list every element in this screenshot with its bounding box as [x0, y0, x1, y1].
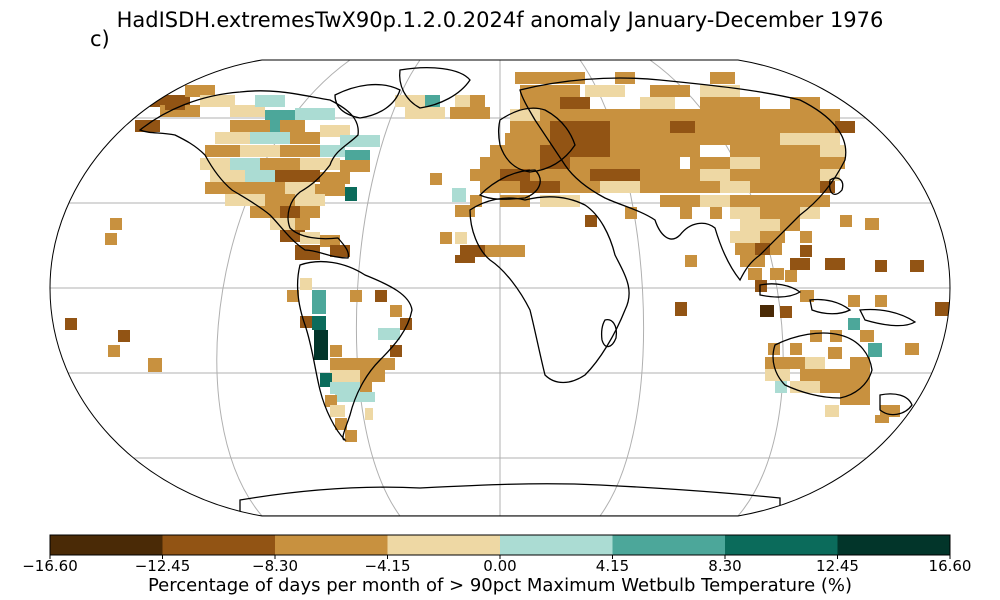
colorbar-tick: 0.00: [483, 557, 517, 575]
colorbar-segment: [387, 535, 501, 555]
panel-label: c): [90, 27, 110, 51]
map-title: HadISDH.extremesTwX90p.1.2.0.2024f anoma…: [116, 8, 884, 32]
colorbar-tick: −4.15: [364, 557, 411, 575]
colorbar-tick: −12.45: [134, 557, 191, 575]
colorbar-segment: [837, 535, 951, 555]
colorbar-tick: 12.45: [816, 557, 859, 575]
data-cells: [65, 72, 949, 442]
coastlines: [138, 67, 917, 516]
colorbar-tick: 4.15: [595, 557, 630, 575]
colorbar-segment: [612, 535, 726, 555]
colorbar-segment: [725, 535, 838, 555]
world-map: [49, 59, 951, 517]
colorbar-label: Percentage of days per month of > 90pct …: [147, 575, 853, 596]
colorbar-segment: [500, 535, 613, 555]
colorbar-tick: −8.30: [252, 557, 298, 575]
colorbar-segment: [275, 535, 388, 555]
colorbar-tick: −16.60: [22, 557, 78, 575]
colorbar-segment: [50, 535, 163, 555]
colorbar-tick: 16.60: [928, 557, 972, 575]
colorbar-segment: [162, 535, 276, 555]
colorbar-tick: 8.30: [708, 557, 742, 575]
map-border: [49, 59, 951, 517]
